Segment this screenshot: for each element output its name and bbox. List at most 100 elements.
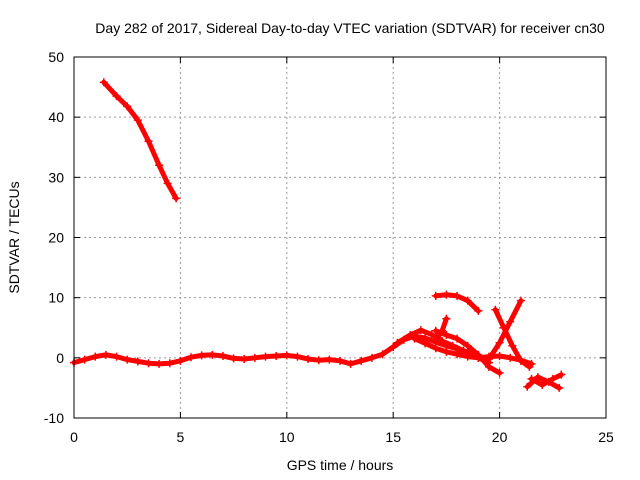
series-track-high <box>99 78 181 203</box>
data-point <box>463 296 472 305</box>
data-point <box>155 359 164 368</box>
y-tick-label: 50 <box>48 49 64 65</box>
x-axis-label: GPS time / hours <box>287 457 394 473</box>
data-point <box>495 352 504 361</box>
data-point <box>538 380 547 389</box>
data-point <box>421 339 430 348</box>
data-point <box>240 355 249 364</box>
x-tick-label: 5 <box>177 429 185 445</box>
series-track-mid-c <box>431 326 504 377</box>
data-point <box>442 347 451 356</box>
data-point <box>431 335 440 344</box>
data-point <box>187 353 196 362</box>
data-point <box>144 359 153 368</box>
data-point <box>516 296 525 305</box>
chart-title: Day 282 of 2017, Sidereal Day-to-day VTE… <box>95 20 605 36</box>
y-tick-label: -10 <box>44 410 64 426</box>
data-point <box>304 355 313 364</box>
y-tick-label: 30 <box>48 169 64 185</box>
series-track-baseline <box>70 332 493 368</box>
data-point <box>516 356 525 365</box>
data-point <box>389 343 398 352</box>
data-point <box>393 338 402 347</box>
data-point <box>448 341 457 350</box>
data-point <box>438 326 447 335</box>
data-point <box>172 194 181 203</box>
series-line <box>524 374 562 391</box>
data-point <box>453 291 462 300</box>
series-track-tail-b <box>523 373 564 392</box>
data-point <box>533 373 542 382</box>
series-layer <box>70 78 566 392</box>
series-line <box>71 333 492 367</box>
data-point <box>346 359 355 368</box>
y-axis-label: SDTVAR / TECUs <box>6 181 22 293</box>
data-point <box>133 116 142 125</box>
data-point <box>91 352 100 361</box>
data-point <box>197 351 206 360</box>
data-point <box>218 352 227 361</box>
x-tick-label: 15 <box>385 429 401 445</box>
data-point <box>101 350 110 359</box>
data-point <box>453 350 462 359</box>
data-point <box>484 362 493 371</box>
data-point <box>325 355 334 364</box>
data-point <box>474 306 483 315</box>
data-point <box>250 353 259 362</box>
data-point <box>261 352 270 361</box>
data-point <box>463 341 472 350</box>
data-point <box>336 356 344 365</box>
data-point <box>80 355 89 364</box>
data-point <box>112 352 121 361</box>
x-tick-label: 25 <box>598 429 614 445</box>
data-point <box>474 350 483 359</box>
data-point <box>123 355 132 364</box>
series-track-upper-right <box>431 290 483 315</box>
series-track-spike <box>431 314 451 344</box>
data-point <box>431 344 440 353</box>
data-point <box>99 78 108 87</box>
data-point <box>176 356 185 365</box>
y-tick-label: 10 <box>48 290 64 306</box>
data-point <box>133 357 142 366</box>
data-point <box>523 382 532 391</box>
data-point <box>555 383 564 392</box>
data-point <box>165 359 174 368</box>
data-point <box>557 370 566 379</box>
data-point <box>506 317 515 326</box>
data-point <box>453 334 462 343</box>
data-point <box>499 323 508 332</box>
data-point <box>367 353 376 362</box>
data-point <box>229 354 238 363</box>
data-point <box>293 352 302 361</box>
data-point <box>442 314 451 323</box>
data-point <box>208 350 217 359</box>
data-point <box>508 341 517 350</box>
data-point <box>406 330 415 339</box>
data-point <box>544 377 553 386</box>
data-point <box>272 352 281 361</box>
data-point <box>438 336 447 345</box>
tick-layer: 0 5 10 15 20 25 -10 0 10 20 30 40 50 <box>44 49 614 445</box>
series-line <box>101 79 179 201</box>
data-point <box>484 355 493 364</box>
x-tick-label: 10 <box>279 429 295 445</box>
data-point <box>112 92 121 101</box>
y-tick-label: 40 <box>48 109 64 125</box>
data-point <box>155 161 164 170</box>
data-point <box>378 350 387 359</box>
data-point <box>463 352 472 361</box>
data-point <box>282 351 291 360</box>
data-point <box>506 353 515 362</box>
data-point <box>427 330 436 339</box>
data-point <box>491 305 500 314</box>
x-tick-label: 20 <box>492 429 508 445</box>
data-point <box>314 356 323 365</box>
y-tick-label: 20 <box>48 230 64 246</box>
data-point <box>525 362 534 371</box>
data-point <box>442 330 451 339</box>
data-point <box>495 338 504 347</box>
data-point <box>431 291 440 300</box>
data-point <box>144 137 153 146</box>
data-point <box>442 290 451 299</box>
